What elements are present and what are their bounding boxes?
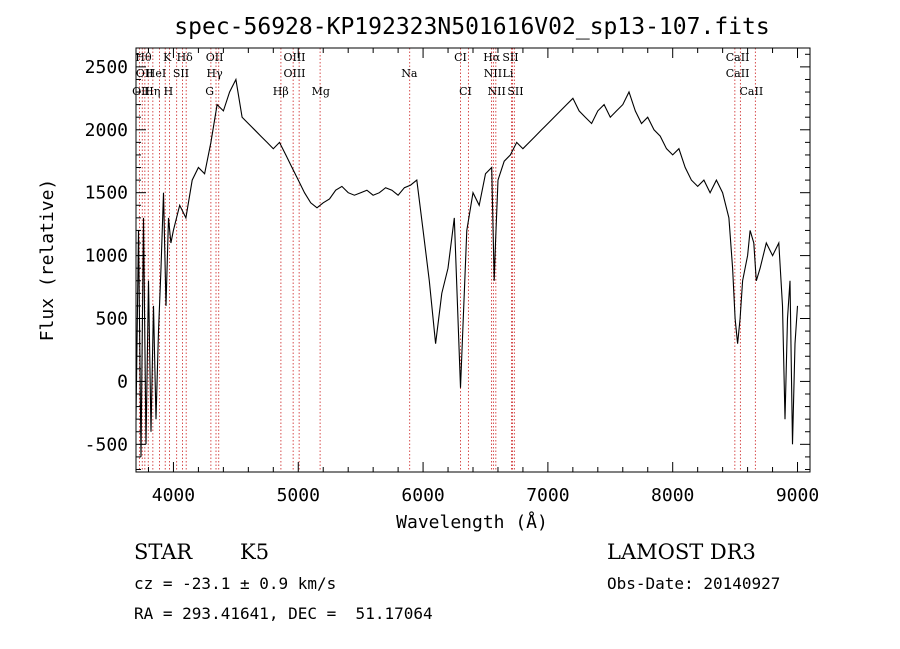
line-label: OII [136,67,154,80]
line-markers [138,48,756,472]
line-label: NII [484,67,502,80]
survey-name: LAMOST DR3 [607,540,756,564]
y-tick-label: 2500 [85,57,128,78]
line-label: Hα [483,51,501,64]
y-tick-label: 1500 [85,183,128,204]
observation-date: Obs-Date: 20140927 [607,574,781,593]
y-tick-label: 0 [117,371,128,392]
line-label: Hβ [273,85,289,98]
line-label: Mg [312,85,330,98]
x-tick-label: 6000 [401,485,444,506]
line-label: OIII [283,67,305,80]
coordinates-readout: RA = 293.41641, DEC = 51.17064 [134,604,433,623]
line-label: K [163,51,172,64]
object-class: STAR [134,540,193,564]
y-tick-label: -500 [85,434,128,455]
spectrum-series [135,77,799,457]
redshift-readout: cz = -23.1 ± 0.9 km/s [134,574,337,593]
line-label: SII [502,51,518,64]
y-tick-label: 1000 [85,246,128,267]
line-label: SII [507,85,523,98]
line-label: CaII [726,51,750,64]
line-label: Hη [144,85,160,98]
x-tick-label: 4000 [152,485,195,506]
line-label: Hγ [207,67,224,80]
line-label: Hθ [135,51,152,64]
line-label: H [164,85,174,98]
line-label: Hδ [177,51,194,64]
line-label: CI [459,85,472,98]
object-subclass: K5 [240,540,270,564]
x-tick-label: 8000 [651,485,694,506]
x-tick-label: 5000 [277,485,320,506]
line-label: NII [488,85,506,98]
line-label: SII [173,67,189,80]
spectrum-line [135,77,799,457]
x-axis-label: Wavelength (Å) [396,511,548,533]
line-label: Li [503,67,514,80]
plot-frame [135,47,811,473]
x-axis: 4000 5000 6000 7000 8000 9000 [147,48,819,506]
chart-title: spec-56928-KP192323N501616V02_sp13-107.f… [174,14,769,40]
y-tick-label: 500 [95,309,128,330]
line-label: G [205,85,214,98]
line-label: OII [132,85,150,98]
line-label: OIII [283,51,305,64]
y-tick-label: 2000 [85,120,128,141]
x-tick-label: 9000 [776,485,819,506]
line-label: HeI [146,67,166,80]
line-label: CaII [740,85,764,98]
line-label: CaII [726,67,750,80]
x-tick-label: 7000 [526,485,569,506]
line-label: Na [401,67,418,80]
line-label: CI [454,51,467,64]
y-axis: -500 0 500 1000 1500 2000 2500 [85,53,810,470]
y-axis-label: Flux (relative) [37,179,58,342]
line-label: OII [206,51,224,64]
